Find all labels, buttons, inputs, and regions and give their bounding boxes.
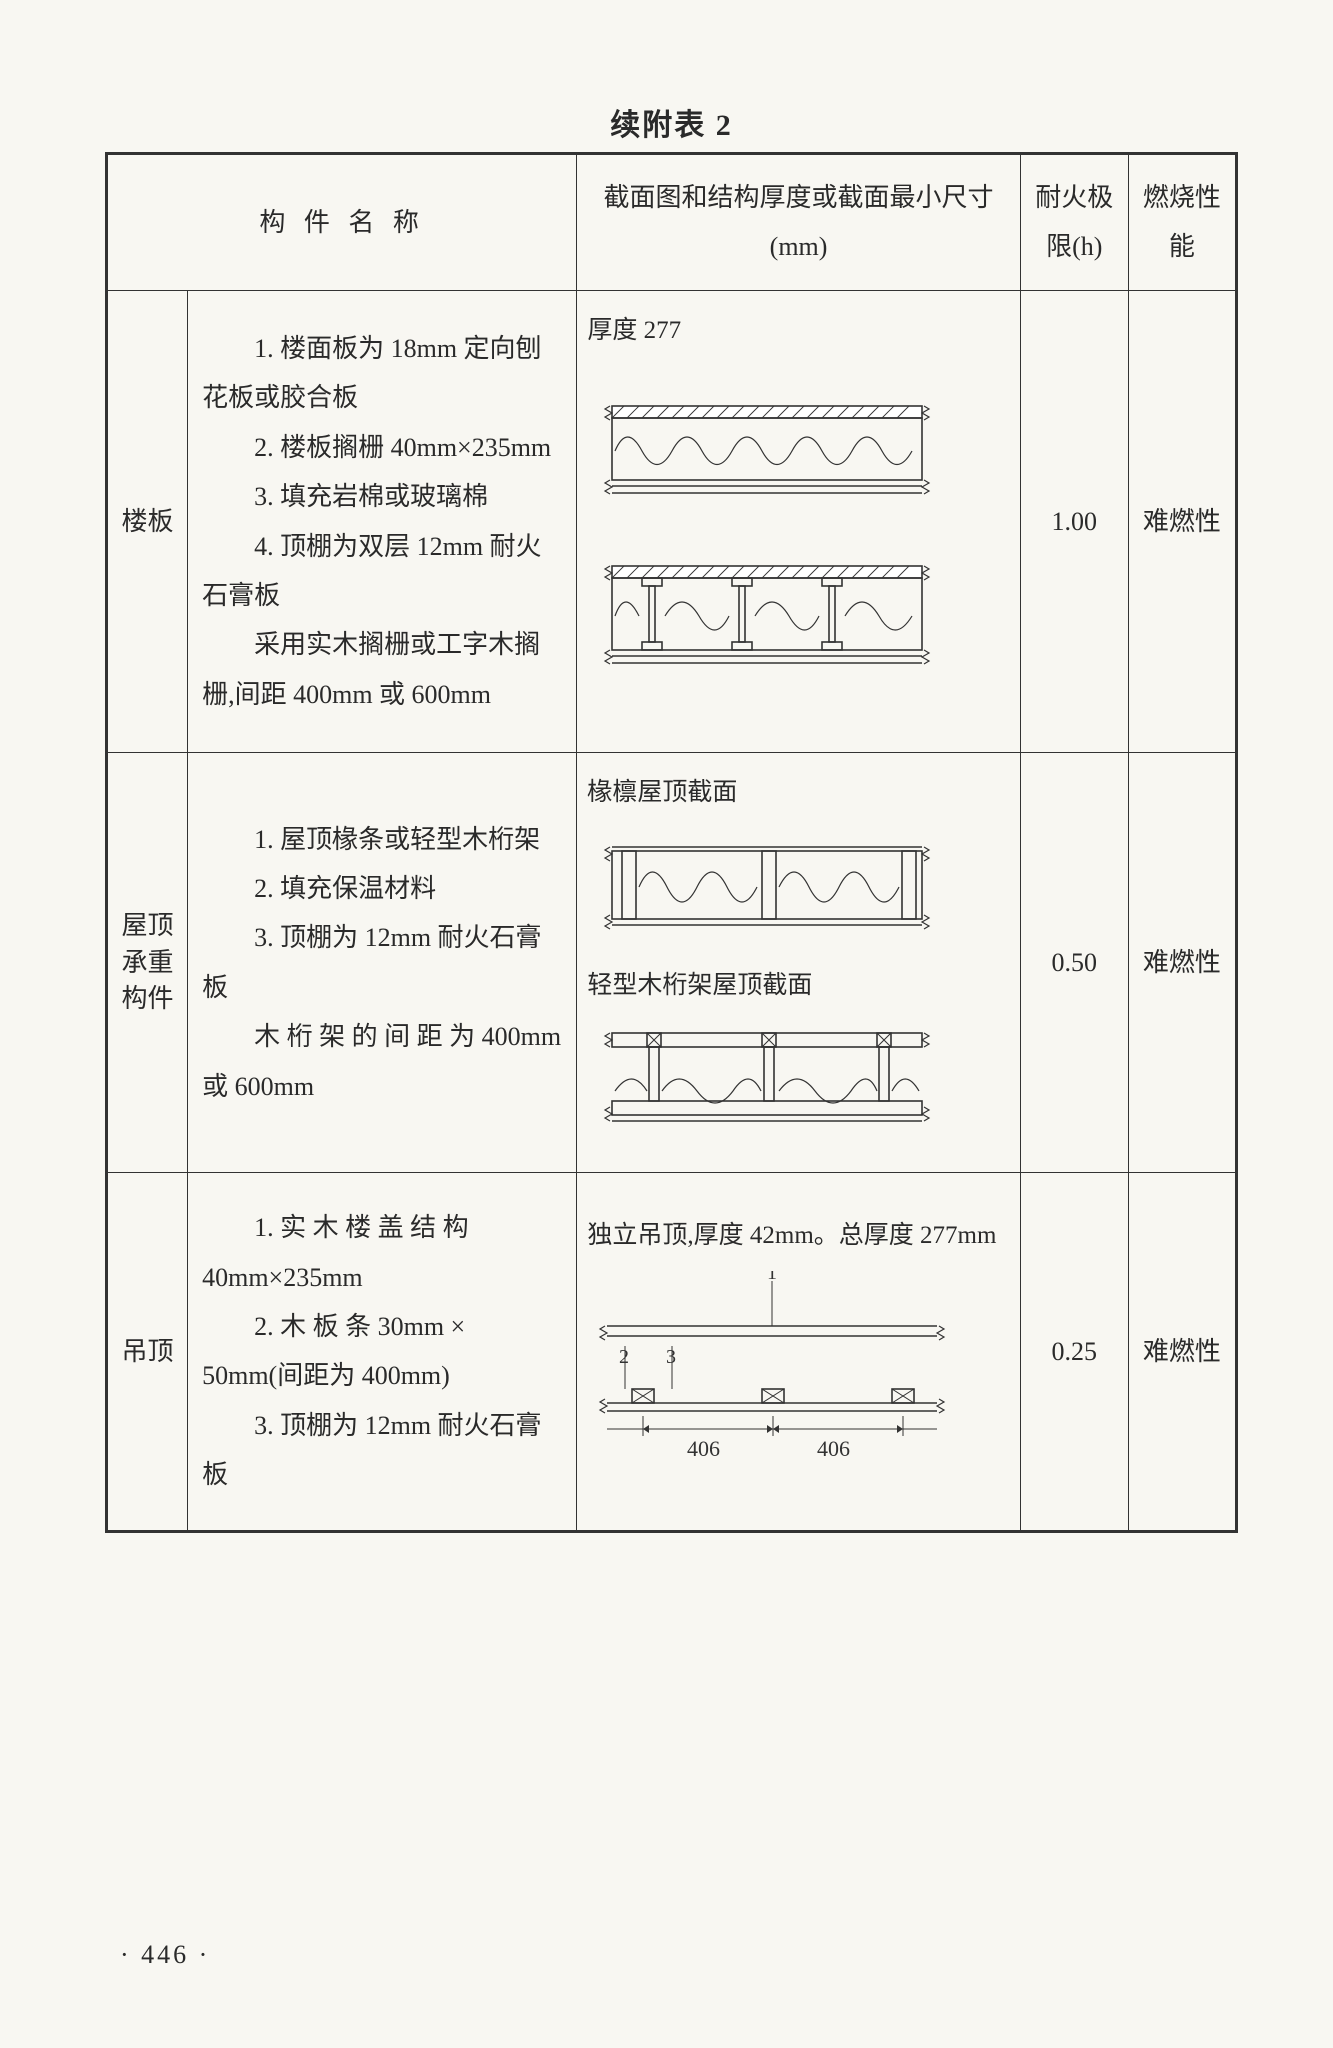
desc-roof: 1. 屋顶椽条或轻型木桁架 2. 填充保温材料 3. 顶棚为 12mm 耐火石膏… <box>188 753 577 1173</box>
dim-406b: 406 <box>817 1436 850 1461</box>
dim-406a: 406 <box>687 1436 720 1461</box>
label-3: 3 <box>666 1346 676 1368</box>
label-1: 1 <box>767 1271 777 1284</box>
truss-roof-svg <box>587 1021 967 1156</box>
fire-ceiling: 0.25 <box>1020 1173 1128 1531</box>
table-row: 屋顶承重构件 1. 屋顶椽条或轻型木桁架 2. 填充保温材料 3. 顶棚为 12… <box>107 753 1237 1173</box>
floor-section-svg <box>587 366 967 736</box>
cat-floor: 楼板 <box>107 290 188 753</box>
hdr-burn: 燃烧性能 <box>1128 154 1236 291</box>
table-row: 楼板 1. 楼面板为 18mm 定向刨花板或胶合板 2. 楼板搁栅 40mm×2… <box>107 290 1237 753</box>
diagram-roof: 椽檩屋顶截面 轻型木桁架屋顶截面 <box>577 753 1020 1173</box>
page-number: · 446 · <box>120 1940 210 1970</box>
hdr-diagram: 截面图和结构厚度或截面最小尺寸(mm) <box>577 154 1020 291</box>
diagram-ceiling: 独立吊顶,厚度 42mm。总厚度 277mm 1 2 3 <box>577 1173 1020 1531</box>
hdr-fire-limit: 耐火极限(h) <box>1020 154 1128 291</box>
fire-floor: 1.00 <box>1020 290 1128 753</box>
ceiling-section-svg: 1 2 3 <box>587 1271 967 1491</box>
table-row: 吊顶 1. 实 木 楼 盖 结 构 40mm×235mm 2. 木 板 条 30… <box>107 1173 1237 1531</box>
desc-floor: 1. 楼面板为 18mm 定向刨花板或胶合板 2. 楼板搁栅 40mm×235m… <box>188 290 577 753</box>
cat-roof: 屋顶承重构件 <box>107 753 188 1173</box>
burn-roof: 难燃性 <box>1128 753 1236 1173</box>
table-title: 续附表 2 <box>105 100 1238 144</box>
hdr-name: 构 件 名 称 <box>107 154 577 291</box>
burn-ceiling: 难燃性 <box>1128 1173 1236 1531</box>
diagram-floor: 厚度 277 <box>577 290 1020 753</box>
burn-floor: 难燃性 <box>1128 290 1236 753</box>
rafter-roof-svg <box>587 829 967 954</box>
label-2: 2 <box>619 1346 629 1368</box>
table-header-row: 构 件 名 称 截面图和结构厚度或截面最小尺寸(mm) 耐火极限(h) 燃烧性能 <box>107 154 1237 291</box>
appendix-table: 构 件 名 称 截面图和结构厚度或截面最小尺寸(mm) 耐火极限(h) 燃烧性能… <box>105 152 1238 1533</box>
fire-roof: 0.50 <box>1020 753 1128 1173</box>
desc-ceiling: 1. 实 木 楼 盖 结 构 40mm×235mm 2. 木 板 条 30mm … <box>188 1173 577 1531</box>
cat-ceiling: 吊顶 <box>107 1173 188 1531</box>
